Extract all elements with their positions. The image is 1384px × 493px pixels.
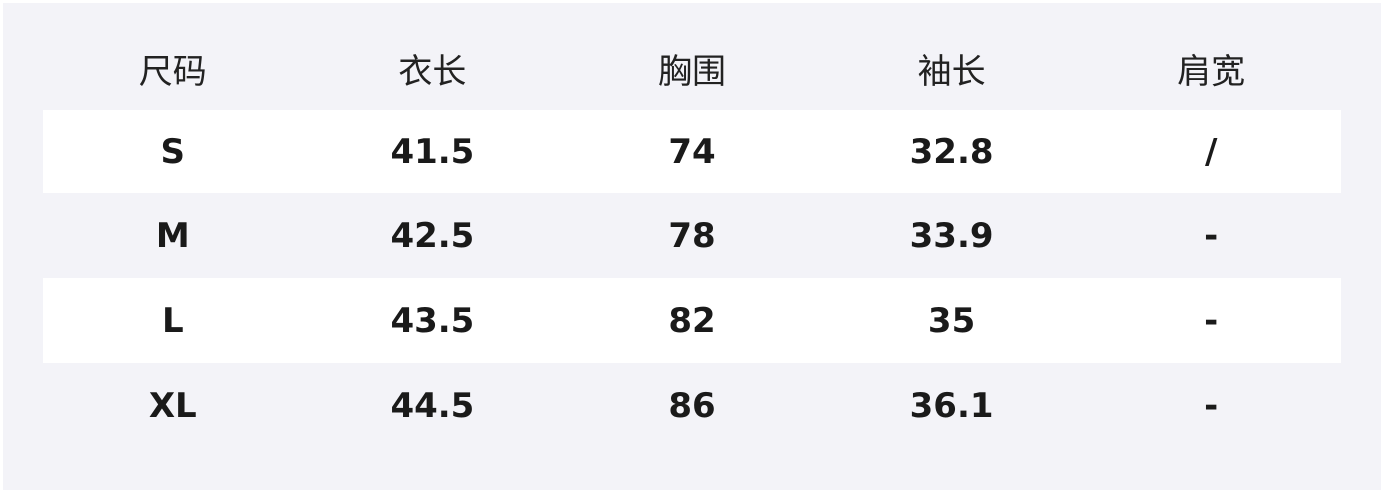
cell-chest: 78 (668, 215, 716, 256)
header-length: 衣长 (398, 51, 467, 92)
table-row: XL 44.5 86 36.1 - (43, 363, 1341, 448)
cell-shoulder: - (1204, 385, 1219, 426)
table-row: S 41.5 74 32.8 / (43, 110, 1341, 193)
cell-length: 42.5 (390, 215, 475, 256)
header-chest: 胸围 (657, 51, 726, 92)
cell-shoulder: - (1204, 300, 1219, 341)
cell-chest: 82 (668, 300, 716, 341)
cell-length: 41.5 (390, 131, 475, 172)
cell-sleeve: 32.8 (909, 131, 994, 172)
header-size: 尺码 (138, 51, 207, 92)
header-sleeve: 袖长 (917, 51, 986, 92)
cell-shoulder: / (1204, 131, 1218, 172)
cell-chest: 86 (668, 385, 716, 426)
header-shoulder: 肩宽 (1177, 51, 1246, 92)
cell-shoulder: - (1204, 215, 1219, 256)
cell-size: S (160, 131, 186, 172)
cell-chest: 74 (668, 131, 716, 172)
cell-length: 44.5 (390, 385, 475, 426)
cell-sleeve: 35 (927, 300, 976, 341)
cell-length: 43.5 (390, 300, 475, 341)
table-row: L 43.5 82 35 - (43, 278, 1341, 363)
cell-size: L (161, 300, 184, 341)
cell-sleeve: 33.9 (909, 215, 994, 256)
size-chart: 尺码 衣长 胸围 袖长 肩宽 S 41.5 74 32.8 / M 42.5 7… (3, 3, 1381, 490)
table-row: M 42.5 78 33.9 - (43, 193, 1341, 278)
cell-size: XL (148, 385, 197, 426)
cell-sleeve: 36.1 (909, 385, 994, 426)
cell-size: M (155, 215, 190, 256)
header-row: 尺码 衣长 胸围 袖长 肩宽 (43, 28, 1341, 108)
